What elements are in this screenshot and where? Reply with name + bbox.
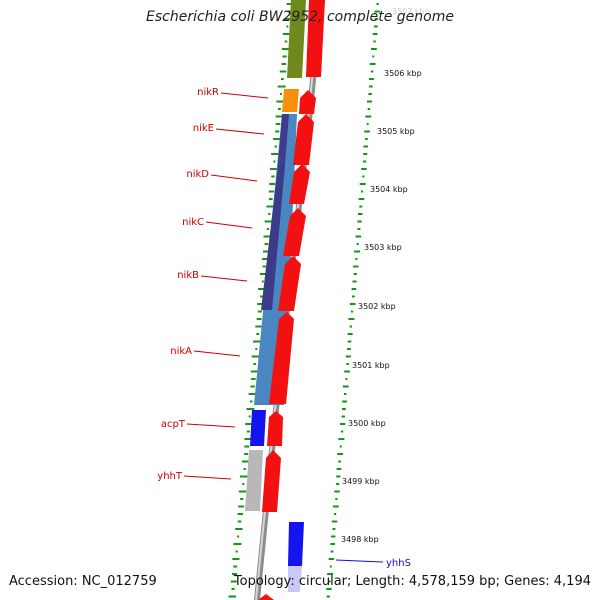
cds-arrow-yhhT[interactable] xyxy=(262,450,281,512)
gene-label-nikC[interactable]: nikC xyxy=(182,217,204,228)
gene-block-yhhS-glow xyxy=(288,566,302,592)
ruler-label: 3507 kbp xyxy=(392,7,430,16)
accession-text: Accession: NC_012759 xyxy=(9,574,157,589)
gene-label-nikE[interactable]: nikE xyxy=(193,123,214,134)
leader-acpT xyxy=(186,423,236,428)
cds-arrow-acpT[interactable] xyxy=(267,411,283,446)
leader-nikD xyxy=(210,174,258,182)
gene-block-yhhT[interactable] xyxy=(245,450,263,511)
ruler-label: 3502 kbp xyxy=(358,302,396,311)
gene-label-acpT[interactable]: acpT xyxy=(161,419,186,430)
leader-nikC xyxy=(205,221,253,229)
gene-block-acpT[interactable] xyxy=(250,410,266,446)
ruler-label: 3500 kbp xyxy=(348,419,386,428)
ruler-label: 3506 kbp xyxy=(384,69,422,78)
gene-label-yhhS[interactable]: yhhS xyxy=(386,558,411,569)
map-title: Escherichia coli BW2952, complete genome xyxy=(146,9,454,25)
cds-arrow-bottom[interactable] xyxy=(258,594,274,600)
ruler-label: 3505 kbp xyxy=(377,127,415,136)
gene-block-yhhS[interactable] xyxy=(288,522,304,566)
gene-block-upstream[interactable] xyxy=(287,0,306,78)
gene-block-nikE[interactable] xyxy=(278,114,289,165)
cds-arrow-nikC[interactable] xyxy=(283,208,306,256)
ruler-label: 3498 kbp xyxy=(341,535,379,544)
gene-label-nikR[interactable]: nikR xyxy=(197,87,219,98)
gene-label-yhhT[interactable]: yhhT xyxy=(157,471,183,482)
cds-arrow-nikR[interactable] xyxy=(299,90,316,114)
cds-arrow-top[interactable] xyxy=(306,0,325,77)
gene-block-nikR[interactable] xyxy=(282,89,299,112)
leader-nikE xyxy=(215,128,265,135)
kbp-ruler: 3507 kbp 3506 kbp 3505 kbp 3504 kbp 3503 kbp… xyxy=(341,7,430,544)
gene-label-nikB[interactable]: nikB xyxy=(177,270,199,281)
cds-arrow-nikE[interactable] xyxy=(293,114,314,165)
leader-nikR xyxy=(220,92,269,99)
cds-arrow-nikA[interactable] xyxy=(269,312,294,404)
leader-yhhT xyxy=(183,475,232,480)
leader-nikB xyxy=(200,275,248,282)
gene-block-nikD[interactable] xyxy=(261,165,285,310)
leader-nikA xyxy=(193,350,241,357)
leader-yhhS xyxy=(335,559,384,563)
ruler-label: 3499 kbp xyxy=(342,477,380,486)
ruler-label: 3503 kbp xyxy=(364,243,402,252)
ruler-label: 3504 kbp xyxy=(370,185,408,194)
ruler-label: 3501 kbp xyxy=(352,361,390,370)
cds-arrow-nikD[interactable] xyxy=(289,164,310,204)
gene-label-nikA[interactable]: nikA xyxy=(170,346,192,357)
cds-arrow-nikB[interactable] xyxy=(278,256,301,311)
topology-text: Topology: circular; Length: 4,578,159 bp… xyxy=(233,574,591,589)
gene-label-nikD[interactable]: nikD xyxy=(186,169,209,180)
